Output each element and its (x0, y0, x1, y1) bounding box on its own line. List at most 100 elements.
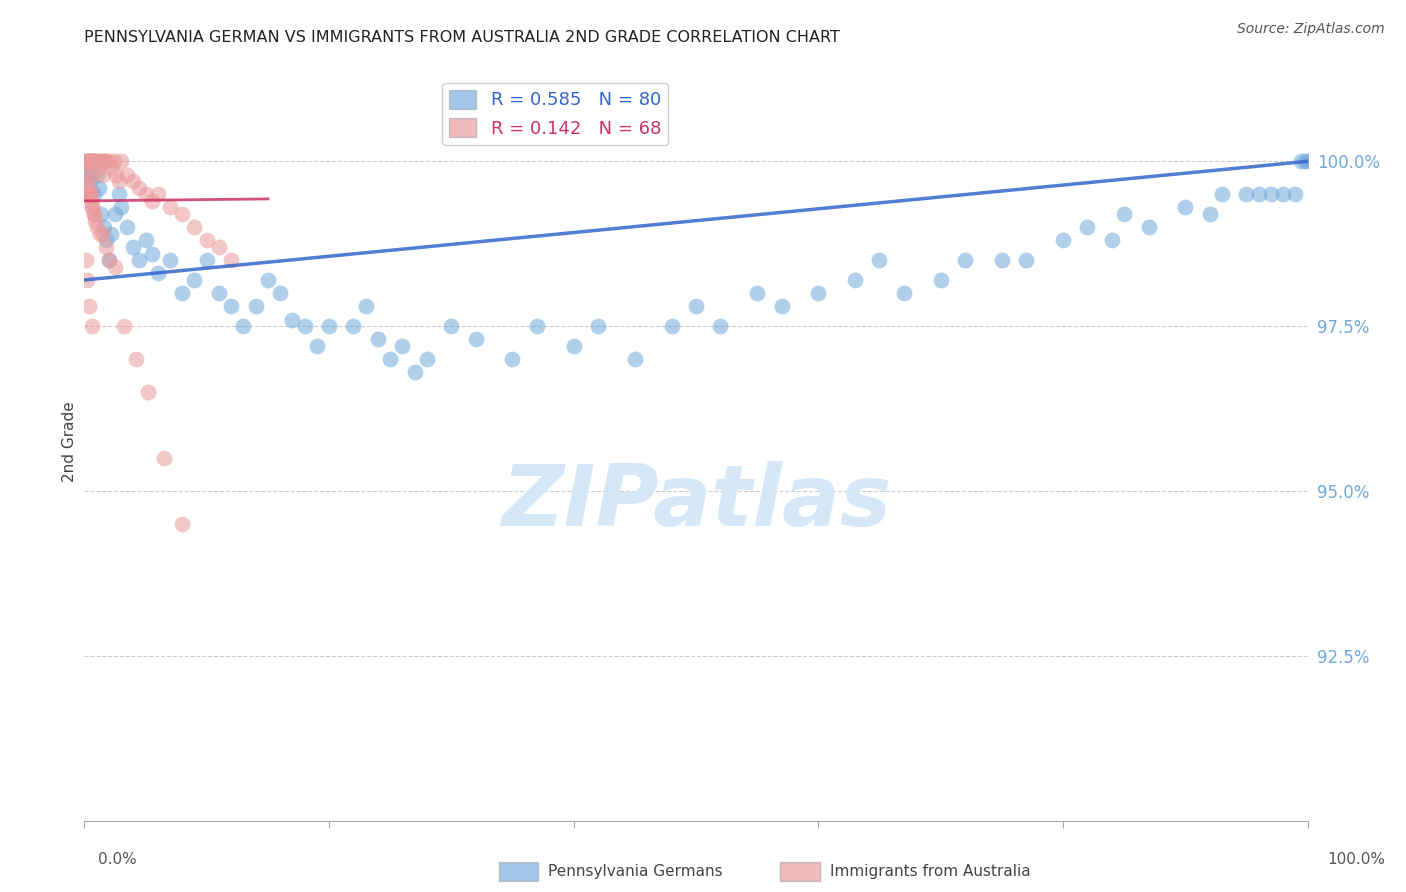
Point (96, 234, 118, 248)
Point (1015, 253, 1038, 268)
Point (93, 220, 115, 235)
Point (562, 339, 585, 353)
Point (391, 339, 413, 353)
Point (128, 180, 150, 194)
Point (219, 299, 242, 313)
Point (77, 154, 100, 169)
Point (80, 319, 103, 334)
Point (82, 154, 104, 169)
Point (342, 319, 364, 334)
Point (77, 187, 100, 202)
Point (807, 286, 830, 301)
Point (107, 174, 129, 188)
Point (79, 187, 101, 202)
Point (146, 187, 169, 202)
Point (929, 273, 952, 287)
Point (135, 234, 157, 248)
Point (661, 319, 683, 334)
Point (219, 253, 242, 268)
Point (76, 273, 98, 287)
Point (1291, 154, 1313, 169)
Point (141, 194, 163, 208)
Point (953, 253, 976, 268)
Point (80, 201, 103, 215)
Point (76, 174, 98, 188)
Point (1247, 187, 1270, 202)
Y-axis label: 2nd Grade: 2nd Grade (62, 401, 77, 482)
Point (75, 187, 97, 202)
Point (83, 187, 105, 202)
Point (83, 154, 105, 169)
Legend: R = 0.585   N = 80, R = 0.142   N = 68: R = 0.585 N = 80, R = 0.142 N = 68 (441, 83, 668, 145)
Point (893, 286, 915, 301)
Point (159, 201, 181, 215)
Point (208, 240, 231, 254)
Point (75, 154, 97, 169)
Point (269, 286, 291, 301)
Point (79, 154, 101, 169)
Point (100, 161, 122, 175)
Point (183, 273, 205, 287)
Point (685, 299, 707, 313)
Point (318, 319, 340, 334)
Point (526, 319, 548, 334)
Point (115, 168, 138, 182)
Point (75, 253, 97, 268)
Point (97, 253, 120, 268)
Point (208, 286, 231, 301)
Point (103, 154, 125, 169)
Point (1137, 220, 1160, 235)
Point (110, 201, 132, 215)
Point (245, 299, 267, 313)
Point (76, 154, 98, 169)
Point (82, 201, 104, 215)
Point (1114, 207, 1136, 221)
Point (91, 168, 114, 182)
Point (100, 227, 122, 241)
Point (94, 154, 117, 169)
Point (122, 174, 145, 188)
Point (83, 207, 105, 221)
Point (709, 319, 731, 334)
Point (115, 220, 138, 235)
Point (1296, 154, 1319, 169)
Point (76, 187, 98, 202)
Point (97, 154, 120, 169)
Point (77, 154, 100, 169)
Point (135, 187, 157, 202)
Point (844, 273, 866, 287)
Point (77, 187, 100, 202)
Point (869, 253, 891, 268)
Point (90, 207, 112, 221)
Point (125, 352, 148, 367)
Point (159, 253, 181, 268)
Point (146, 267, 169, 281)
Point (104, 260, 127, 274)
Point (1101, 234, 1123, 248)
Point (1052, 234, 1074, 248)
Point (172, 207, 194, 221)
Point (195, 234, 218, 248)
Point (77, 180, 100, 194)
Point (80, 154, 103, 169)
Point (96, 154, 118, 169)
Point (404, 365, 426, 379)
Point (87, 154, 110, 169)
Text: Pennsylvania Germans: Pennsylvania Germans (548, 864, 723, 879)
Point (77, 161, 100, 175)
Point (90, 154, 112, 169)
Point (86, 168, 108, 182)
Point (153, 450, 176, 465)
Point (416, 352, 439, 367)
Point (1294, 154, 1316, 169)
Point (141, 246, 163, 260)
Point (79, 154, 101, 169)
Point (86, 154, 108, 169)
Point (1076, 220, 1098, 235)
Text: 100.0%: 100.0% (1327, 852, 1385, 867)
Point (107, 187, 129, 202)
Point (1198, 207, 1220, 221)
Point (77, 154, 100, 169)
Point (76, 168, 98, 182)
Point (97, 253, 120, 268)
